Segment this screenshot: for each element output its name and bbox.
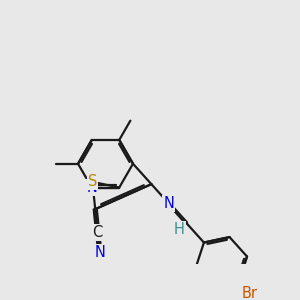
Text: N: N [164, 196, 174, 211]
Text: S: S [88, 174, 97, 189]
Text: N: N [86, 180, 97, 195]
Text: N: N [94, 245, 105, 260]
Text: Br: Br [242, 286, 257, 300]
Text: C: C [93, 225, 103, 240]
Text: H: H [174, 222, 184, 237]
